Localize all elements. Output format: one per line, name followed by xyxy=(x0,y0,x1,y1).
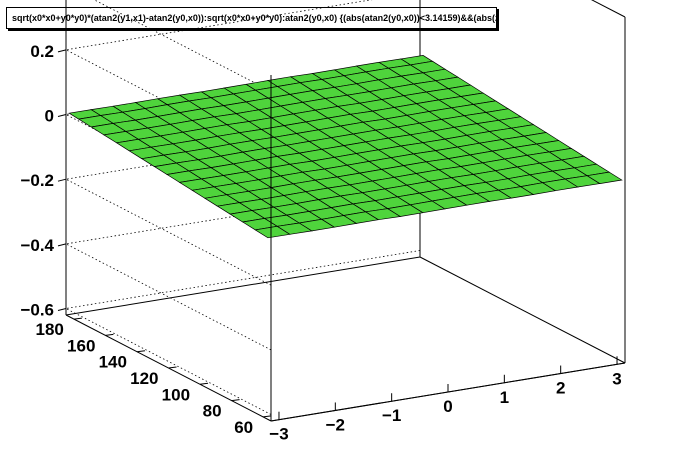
x-tick-label: −1 xyxy=(382,406,401,425)
surface-cell xyxy=(586,171,623,184)
y-tick-label: 180 xyxy=(36,320,64,339)
x-tick-label: 2 xyxy=(556,379,565,398)
y-tick xyxy=(231,399,240,402)
z-tick-label: −0.2 xyxy=(20,171,54,190)
z-tick xyxy=(57,49,67,53)
z-tick-label: −0.4 xyxy=(20,236,54,255)
z-tick xyxy=(57,308,67,312)
y-tick xyxy=(168,366,177,369)
surface-layer xyxy=(68,55,623,239)
y-tick xyxy=(199,382,209,385)
y-tick-label: 100 xyxy=(162,385,190,404)
x-tick-label: 1 xyxy=(500,388,509,407)
z-tick-label: 0 xyxy=(45,107,54,126)
z-tick xyxy=(57,243,67,247)
x-tick-label: −2 xyxy=(326,415,345,434)
y-tick-label: 60 xyxy=(234,418,253,437)
y-tick-label: 80 xyxy=(203,402,222,421)
x-tick-label: 0 xyxy=(443,397,452,416)
x-tick-label: −3 xyxy=(269,425,288,444)
box-back-edge xyxy=(65,256,421,316)
box-back-edge xyxy=(591,0,626,18)
z-tick xyxy=(57,114,67,117)
y-tick xyxy=(105,333,114,336)
z-tick-label: 0.2 xyxy=(30,42,54,61)
z-grid-line xyxy=(64,120,421,286)
z-tick-label: −0.6 xyxy=(20,301,54,320)
chart-title: sqrt(x0*x0+y0*y0)*(atan2(y1,x1)-atan2(y0… xyxy=(6,7,497,29)
z-tick xyxy=(57,178,67,182)
z-grid-line xyxy=(64,185,421,351)
y-tick-label: 140 xyxy=(99,353,127,372)
y-tick xyxy=(136,350,146,353)
box-back-edge xyxy=(419,256,626,364)
y-tick-label: 160 xyxy=(67,336,95,355)
y-tick-label: 120 xyxy=(130,369,158,388)
y-tick xyxy=(263,415,272,418)
z-grid-line xyxy=(64,250,421,415)
x-tick-label: 3 xyxy=(612,369,621,388)
axis-layer: −0.6−0.4−0.200.20.4−3−2−1012360801001201… xyxy=(20,0,626,444)
z-grid-line xyxy=(93,0,272,92)
y-tick xyxy=(73,317,82,320)
